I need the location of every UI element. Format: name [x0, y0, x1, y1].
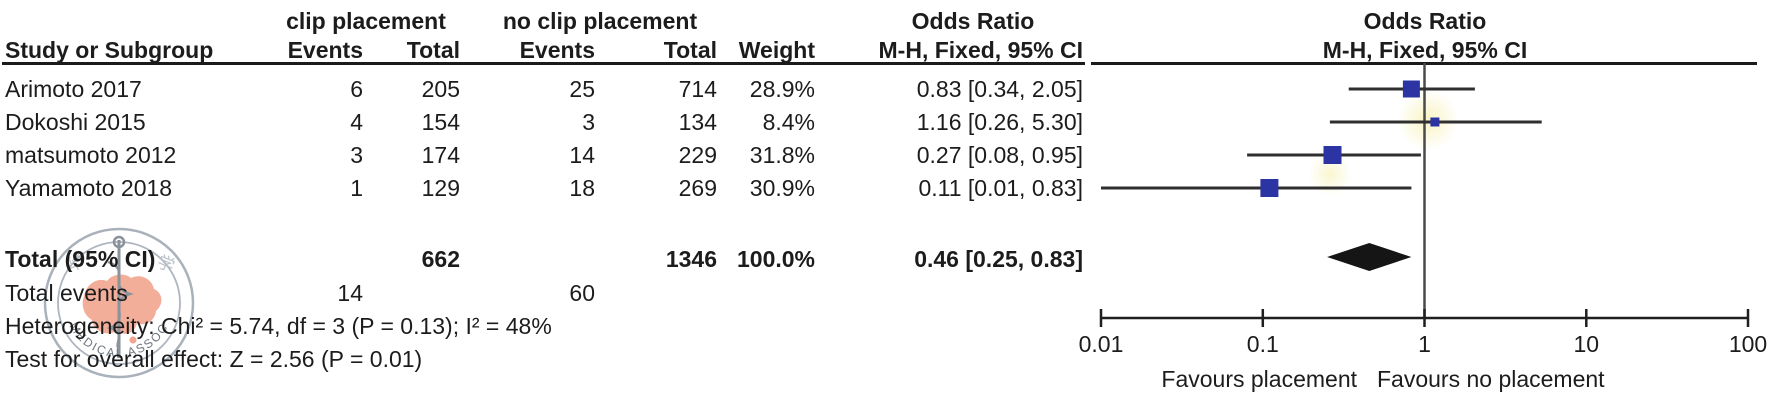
table-row: Dokoshi 2015 4 154 3 134 8.4% 1.16 [0.26… [0, 109, 1100, 136]
study-marker [1260, 179, 1279, 197]
group1-header: clip placement [286, 8, 446, 34]
favours-right-label: Favours no placement [1377, 366, 1605, 392]
plot-ci-header: M-H, Fixed, 95% CI [1322, 37, 1528, 63]
ci-value: 1.16 [0.26, 5.30] [916, 109, 1083, 135]
study-name: Yamamoto 2018 [5, 175, 173, 201]
weight-value: 31.8% [749, 142, 815, 168]
weight-col-header: Weight [738, 37, 815, 63]
stain-smudge [1398, 88, 1458, 152]
stain-smudge [1308, 152, 1352, 196]
total-events-row: Total events 14 60 [0, 280, 1100, 307]
odds-ratio-table-title: Odds Ratio [911, 8, 1035, 34]
total1-value: 174 [421, 142, 460, 168]
plot-header-underline [1091, 62, 1757, 65]
study-name: matsumoto 2012 [5, 142, 177, 168]
total-row: Total (95% CI) 662 1346 100.0% 0.46 [0.2… [0, 246, 1100, 273]
weight-value: 30.9% [749, 175, 815, 201]
ci-value: 0.11 [0.01, 0.83] [918, 175, 1083, 201]
summary-diamond [1327, 243, 1412, 271]
ci-value: 0.27 [0.08, 0.95] [916, 142, 1083, 168]
favours-left-label: Favours placement [1161, 366, 1357, 392]
total2-col-header: Total [663, 37, 717, 63]
axis-tick-label: 0.1 [1247, 331, 1279, 357]
study-name: Dokoshi 2015 [5, 109, 146, 135]
weight-sum: 100.0% [736, 246, 815, 272]
total-events-label: Total events [5, 280, 128, 306]
total-events2: 60 [569, 280, 595, 306]
axis-tick-label: 0.01 [1079, 331, 1124, 357]
events1-value: 1 [350, 175, 363, 201]
watermark-map-shape [82, 274, 162, 334]
axis-tick-label: 1 [1418, 331, 1431, 357]
ci-value: 0.83 [0.34, 2.05] [916, 76, 1083, 102]
events2-col-header: Events [519, 37, 595, 63]
events2-value: 14 [569, 142, 595, 168]
events1-value: 6 [350, 76, 363, 102]
total1-value: 154 [421, 109, 460, 135]
overall-effect-text: Test for overall effect: Z = 2.56 (P = 0… [5, 346, 423, 372]
watermark-staff-knob [112, 235, 126, 249]
watermark-island-dot [129, 336, 137, 344]
total-events1: 14 [337, 280, 363, 306]
study-col-header: Study or Subgroup [5, 37, 214, 63]
table-row: matsumoto 2012 3 174 14 229 31.8% 0.27 [… [0, 142, 1100, 169]
total2-sum: 1346 [665, 246, 717, 272]
total2-value: 134 [678, 109, 717, 135]
total2-value: 229 [678, 142, 717, 168]
events1-value: 4 [350, 109, 363, 135]
total1-col-header: Total [406, 37, 460, 63]
events2-value: 18 [569, 175, 595, 201]
weight-value: 28.9% [749, 76, 815, 102]
events2-value: 3 [582, 109, 595, 135]
weight-value: 8.4% [762, 109, 815, 135]
summary-ci-value: 0.46 [0.25, 0.83] [914, 246, 1083, 272]
total2-value: 269 [678, 175, 717, 201]
total2-value: 714 [678, 76, 717, 102]
watermark-char-left: 华 [64, 251, 87, 275]
watermark-snake [106, 260, 134, 351]
ci-col-header: M-H, Fixed, 95% CI [878, 37, 1083, 63]
study-name: Arimoto 2017 [5, 76, 142, 102]
total1-value: 129 [421, 175, 460, 201]
axis-tick-label: 10 [1574, 331, 1600, 357]
table-header-underline [2, 62, 1085, 65]
heterogeneity-text: Heterogeneity: Chi² = 5.74, df = 3 (P = … [5, 313, 552, 339]
watermark-outer-ring [43, 227, 195, 379]
total1-sum: 662 [421, 246, 460, 272]
watermark-char-right: 学 [155, 252, 178, 276]
total1-value: 205 [421, 76, 460, 102]
events2-value: 25 [569, 76, 595, 102]
group2-header: no clip placement [502, 8, 698, 34]
odds-ratio-plot-title: Odds Ratio [1363, 8, 1487, 34]
table-row: Yamamoto 2018 1 129 18 269 30.9% 0.11 [0… [0, 175, 1100, 202]
table-row: Arimoto 2017 6 205 25 714 28.9% 0.83 [0.… [0, 76, 1100, 103]
events1-col-header: Events [287, 37, 363, 63]
events1-value: 3 [350, 142, 363, 168]
watermark-seal: 华 学 MEDICAL ASSOC [43, 227, 195, 379]
axis-tick-label: 100 [1729, 331, 1767, 357]
total-label: Total (95% CI) [5, 246, 156, 272]
